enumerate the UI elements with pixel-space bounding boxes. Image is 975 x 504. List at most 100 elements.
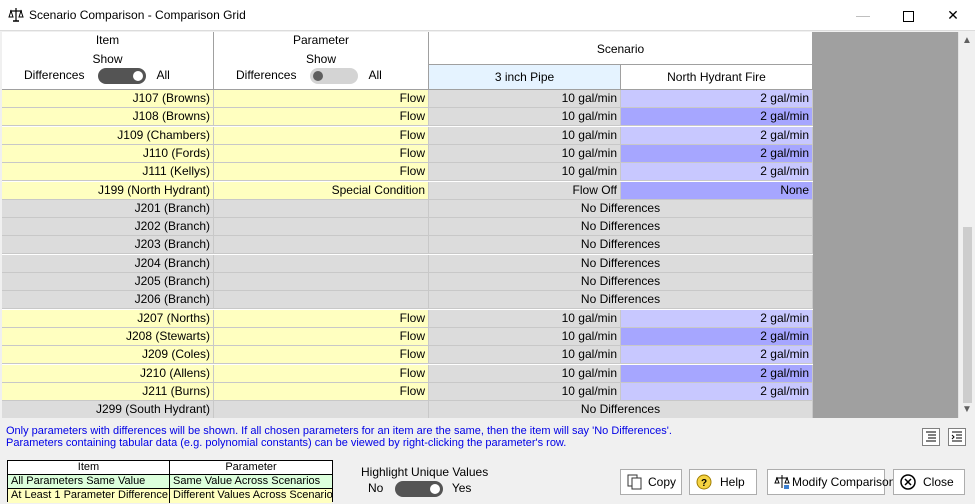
scroll-down-icon[interactable]: ▼ [962, 404, 972, 415]
parameter-cell[interactable]: Flow [214, 327, 429, 346]
parameter-cell[interactable]: Special Condition [214, 181, 429, 200]
table-row[interactable]: J211 (Burns) Flow 10 gal/min 2 gal/min [2, 382, 813, 401]
scenario-1-value-cell[interactable]: 10 gal/min [429, 126, 621, 145]
parameter-cell[interactable]: Flow [214, 309, 429, 328]
scenario-1-value-cell[interactable]: Flow Off [429, 181, 621, 200]
parameter-cell[interactable]: Flow [214, 346, 429, 365]
item-cell[interactable]: J111 (Kellys) [2, 163, 214, 182]
modify-comparison-button[interactable]: Modify Comparison [767, 469, 895, 495]
parameter-cell[interactable] [214, 273, 429, 291]
scenario-2-value-cell[interactable]: 2 gal/min [621, 163, 813, 182]
minimize-icon[interactable]: — [856, 7, 870, 23]
parameter-cell[interactable]: Flow [214, 90, 429, 108]
scenario-2-value-cell[interactable]: 2 gal/min [621, 327, 813, 346]
close-icon[interactable]: ✕ [947, 7, 959, 23]
parameter-cell[interactable]: Flow [214, 108, 429, 127]
scroll-thumb[interactable] [963, 227, 972, 403]
scenario-2-value-cell[interactable]: 2 gal/min [621, 126, 813, 145]
table-row[interactable]: J110 (Fords) Flow 10 gal/min 2 gal/min [2, 144, 813, 163]
parameter-cell[interactable]: Flow [214, 382, 429, 401]
parameter-cell[interactable] [214, 236, 429, 255]
item-cell[interactable]: J199 (North Hydrant) [2, 181, 214, 200]
maximize-icon[interactable] [885, 0, 931, 31]
scenario-1-value-cell[interactable]: 10 gal/min [429, 108, 621, 127]
item-cell[interactable]: J211 (Burns) [2, 382, 214, 401]
table-row[interactable]: J299 (South Hydrant) No Differences [2, 401, 813, 418]
parameter-cell[interactable] [214, 218, 429, 237]
no-differences-cell[interactable]: No Differences [429, 199, 813, 218]
parameter-cell[interactable] [214, 401, 429, 418]
parameter-cell[interactable] [214, 199, 429, 218]
highlight-unique-toggle[interactable] [394, 481, 443, 497]
table-row[interactable]: J204 (Branch) No Differences [2, 254, 813, 273]
scenario-2-value-cell[interactable]: 2 gal/min [621, 309, 813, 328]
item-cell[interactable]: J209 (Coles) [2, 346, 214, 365]
parameter-show-toggle[interactable] [309, 68, 358, 84]
item-cell[interactable]: J299 (South Hydrant) [2, 401, 214, 418]
no-differences-cell[interactable]: No Differences [429, 254, 813, 273]
copy-button[interactable]: Copy [620, 469, 682, 495]
item-cell[interactable]: J210 (Allens) [2, 364, 214, 383]
scenario-2-value-cell[interactable]: 2 gal/min [621, 382, 813, 401]
item-cell[interactable]: J205 (Branch) [2, 273, 214, 291]
scenario-2-value-cell[interactable]: 2 gal/min [621, 364, 813, 383]
no-differences-cell[interactable]: No Differences [429, 291, 813, 310]
scenario-column-3-inch-pipe[interactable]: 3 inch Pipe [429, 65, 621, 90]
scenario-2-value-cell[interactable]: 2 gal/min [621, 346, 813, 365]
item-cell[interactable]: J207 (Norths) [2, 309, 214, 328]
item-cell[interactable]: J208 (Stewarts) [2, 327, 214, 346]
no-differences-cell[interactable]: No Differences [429, 401, 813, 418]
scenario-1-value-cell[interactable]: 10 gal/min [429, 346, 621, 365]
table-row[interactable]: J108 (Browns) Flow 10 gal/min 2 gal/min [2, 108, 813, 127]
parameter-cell[interactable] [214, 254, 429, 273]
scenario-1-value-cell[interactable]: 10 gal/min [429, 163, 621, 182]
table-row[interactable]: J203 (Branch) No Differences [2, 236, 813, 255]
item-show-toggle[interactable] [97, 68, 146, 84]
table-row[interactable]: J205 (Branch) No Differences [2, 273, 813, 291]
scenario-1-value-cell[interactable]: 10 gal/min [429, 90, 621, 108]
item-cell[interactable]: J107 (Browns) [2, 90, 214, 108]
item-cell[interactable]: J201 (Branch) [2, 199, 214, 218]
scenario-2-value-cell[interactable]: 2 gal/min [621, 108, 813, 127]
table-row[interactable]: J109 (Chambers) Flow 10 gal/min 2 gal/min [2, 126, 813, 145]
close-button[interactable]: Close [893, 469, 965, 495]
table-row[interactable]: J199 (North Hydrant) Special Condition Flo… [2, 181, 813, 200]
scenario-2-value-cell[interactable]: None [621, 181, 813, 200]
item-cell[interactable]: J109 (Chambers) [2, 126, 214, 145]
table-row[interactable]: J201 (Branch) No Differences [2, 199, 813, 218]
parameter-cell[interactable]: Flow [214, 144, 429, 163]
vertical-scrollbar[interactable]: ▲ ▼ [958, 32, 975, 418]
no-differences-cell[interactable]: No Differences [429, 236, 813, 255]
item-cell[interactable]: J108 (Browns) [2, 108, 214, 127]
item-cell[interactable]: J204 (Branch) [2, 254, 214, 273]
no-differences-cell[interactable]: No Differences [429, 218, 813, 237]
item-cell[interactable]: J110 (Fords) [2, 144, 214, 163]
item-cell[interactable]: J206 (Branch) [2, 291, 214, 310]
scroll-up-icon[interactable]: ▲ [962, 35, 972, 46]
item-cell[interactable]: J203 (Branch) [2, 236, 214, 255]
scenario-1-value-cell[interactable]: 10 gal/min [429, 309, 621, 328]
scenario-1-value-cell[interactable]: 10 gal/min [429, 382, 621, 401]
scenario-1-value-cell[interactable]: 10 gal/min [429, 364, 621, 383]
expand-rows-icon[interactable] [948, 428, 966, 446]
parameter-cell[interactable]: Flow [214, 163, 429, 182]
scenario-2-value-cell[interactable]: 2 gal/min [621, 90, 813, 108]
table-row[interactable]: J210 (Allens) Flow 10 gal/min 2 gal/min [2, 364, 813, 383]
scenario-1-value-cell[interactable]: 10 gal/min [429, 327, 621, 346]
scenario-2-value-cell[interactable]: 2 gal/min [621, 144, 813, 163]
table-row[interactable]: J208 (Stewarts) Flow 10 gal/min 2 gal/min [2, 327, 813, 346]
parameter-cell[interactable] [214, 291, 429, 310]
scenario-column-north-hydrant-fire[interactable]: North Hydrant Fire [621, 65, 813, 90]
table-row[interactable]: J209 (Coles) Flow 10 gal/min 2 gal/min [2, 346, 813, 365]
item-cell[interactable]: J202 (Branch) [2, 218, 214, 237]
table-row[interactable]: J202 (Branch) No Differences [2, 218, 813, 237]
table-row[interactable]: J111 (Kellys) Flow 10 gal/min 2 gal/min [2, 163, 813, 182]
no-differences-cell[interactable]: No Differences [429, 273, 813, 291]
help-button[interactable]: ? Help [689, 469, 757, 495]
table-row[interactable]: J107 (Browns) Flow 10 gal/min 2 gal/min [2, 90, 813, 108]
parameter-cell[interactable]: Flow [214, 126, 429, 145]
table-row[interactable]: J207 (Norths) Flow 10 gal/min 2 gal/min [2, 309, 813, 328]
scenario-1-value-cell[interactable]: 10 gal/min [429, 144, 621, 163]
parameter-cell[interactable]: Flow [214, 364, 429, 383]
table-row[interactable]: J206 (Branch) No Differences [2, 291, 813, 310]
